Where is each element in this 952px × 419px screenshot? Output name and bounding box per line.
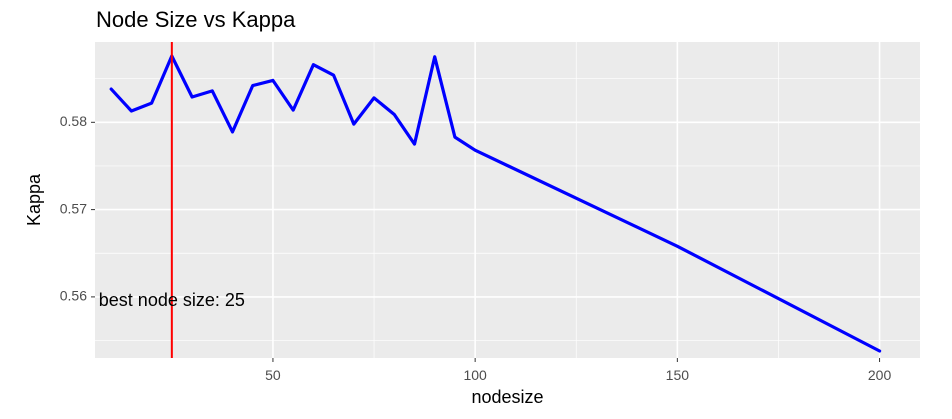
data-point bbox=[130, 110, 133, 113]
y-axis-title: Kappa bbox=[24, 173, 44, 226]
y-tick-label: 0.58 bbox=[60, 113, 87, 129]
chart-title: Node Size vs Kappa bbox=[96, 7, 296, 32]
data-point bbox=[191, 96, 194, 99]
y-tick-label: 0.56 bbox=[60, 288, 87, 304]
data-point bbox=[413, 143, 416, 146]
kappa-series-line bbox=[109, 54, 882, 353]
data-point bbox=[393, 113, 396, 116]
data-point bbox=[373, 96, 376, 99]
x-axis: 50 100 150 200 bbox=[265, 358, 891, 383]
major-gridlines bbox=[95, 42, 920, 358]
data-point bbox=[292, 109, 295, 112]
data-point bbox=[150, 102, 153, 105]
x-tick-label: 150 bbox=[666, 367, 690, 383]
data-point bbox=[433, 55, 436, 58]
data-point bbox=[271, 79, 274, 82]
x-tick-label: 200 bbox=[868, 367, 892, 383]
data-point bbox=[676, 245, 679, 248]
data-point bbox=[474, 149, 477, 152]
data-point bbox=[878, 350, 881, 353]
data-point bbox=[251, 84, 254, 87]
best-node-size-label: best node size: 25 bbox=[99, 290, 245, 310]
x-tick-label: 100 bbox=[463, 367, 487, 383]
data-point bbox=[332, 74, 335, 77]
x-tick-label: 50 bbox=[265, 367, 281, 383]
series-layer bbox=[109, 54, 882, 353]
data-point bbox=[312, 63, 315, 66]
data-point bbox=[211, 89, 214, 92]
data-point bbox=[231, 130, 234, 133]
y-tick-label: 0.57 bbox=[60, 200, 87, 216]
data-point bbox=[352, 123, 355, 126]
plot-panel bbox=[95, 42, 920, 358]
data-point bbox=[110, 88, 113, 91]
annotation-layer: best node size: 25 bbox=[99, 290, 245, 310]
x-axis-title: nodesize bbox=[471, 387, 543, 407]
data-point bbox=[453, 136, 456, 139]
y-axis: 0.56 0.57 0.58 bbox=[60, 113, 95, 304]
